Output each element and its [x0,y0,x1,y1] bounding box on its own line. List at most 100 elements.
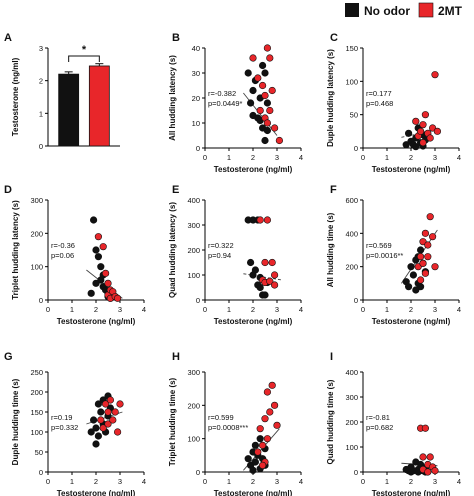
point-2mt [104,420,112,428]
y-tick-label: 0 [196,468,200,477]
point-no-odor [247,99,255,107]
x-tick-label: 4 [299,305,303,314]
figure-legend: No odor 2MT [345,2,463,18]
x-tick-label: 4 [457,477,461,486]
x-axis-label: Testosterone (ng/ml) [214,165,293,174]
x-tick-label: 4 [457,305,461,314]
y-axis-label: All hudding time (s) [326,212,335,287]
point-2mt [271,281,279,289]
point-2mt [421,424,430,432]
y-tick-label: 100 [30,263,43,272]
point-no-odor [249,86,257,95]
y-tick-label: 20 [192,94,200,103]
point-2mt [261,415,269,423]
y-tick-label: 300 [345,393,358,402]
y-tick-label: 0 [354,144,358,153]
y-tick-label: 0 [196,296,200,305]
y-axis-label: Testosterone (ng/ml) [11,57,20,136]
point-2mt [421,269,430,277]
stat-p: p=0.0008*** [208,423,248,432]
point-no-odor [407,263,415,271]
x-tick-label: 2 [251,305,255,314]
y-tick-label: 40 [192,44,200,53]
x-tick-label: 3 [433,477,437,486]
x-tick-label: 3 [433,305,437,314]
x-tick-label: 0 [203,477,207,486]
x-tick-label: 1 [70,305,74,314]
point-2mt [429,233,437,241]
y-tick-label: 2 [39,77,43,86]
point-2mt [426,134,434,142]
point-no-odor [263,126,272,135]
y-tick-label: 0 [354,296,358,305]
x-axis-label: Testosterone (ng/ml) [57,317,136,326]
stat-p: p=0.0016** [366,251,403,260]
stat-p: p=0.0449* [208,99,242,108]
y-tick-label: 400 [187,196,200,205]
point-2mt [412,117,420,125]
stat-r: r=-0.382 [208,89,236,98]
x-tick-label: 2 [94,477,98,486]
x-tick-label: 3 [433,153,437,162]
point-no-odor [247,258,255,267]
x-tick-label: 2 [409,477,413,486]
x-tick-label: 0 [361,477,365,486]
point-no-odor [87,428,95,436]
y-tick-label: 3 [39,44,43,53]
stat-r: r=0.322 [208,241,234,250]
y-axis-label: Triplet hudding time (s) [168,377,177,466]
y-tick-label: 200 [30,229,43,238]
point-2mt [421,111,430,119]
stat-p: p=0.468 [366,99,393,108]
point-no-odor [412,143,420,151]
x-tick-label: 4 [299,153,303,162]
panel-d: D 0 100 200 300 Triplet hudding latency (s) 0 1… [4,184,146,326]
x-tick-label: 2 [94,305,98,314]
point-no-odor [94,253,102,261]
x-tick-label: 0 [46,477,50,486]
point-2mt [417,253,425,261]
x-tick-label: 1 [385,305,389,314]
y-axis-label: Quad hudding time (s) [326,379,335,464]
bar-no-odor [58,73,80,147]
y-tick-label: 100 [187,435,200,444]
point-no-odor [92,246,100,254]
x-tick-label: 1 [227,153,231,162]
point-2mt [431,71,439,79]
x-tick-label: 0 [203,153,207,162]
point-2mt [259,81,267,90]
point-2mt [417,276,425,284]
y-tick-label: 100 [187,271,200,280]
point-no-odor [251,266,259,274]
point-no-odor [256,435,264,443]
x-tick-label: 3 [118,477,122,486]
point-2mt [417,127,425,135]
point-2mt [104,408,112,416]
y-axis-label: Triplet hudding latency (s) [11,200,20,300]
y-tick-label: 200 [345,418,358,427]
point-no-odor [89,216,98,224]
point-2mt [424,241,432,249]
point-2mt [419,259,427,267]
stat-p: p=0.332 [51,423,78,432]
point-2mt [113,294,122,302]
y-axis-label: Quad hudding latency (s) [168,202,177,298]
point-2mt [256,425,264,433]
point-2mt [111,408,119,416]
panel-letter: B [172,32,180,44]
point-no-odor [407,468,415,476]
point-2mt [419,453,427,461]
x-tick-label: 1 [385,153,389,162]
y-tick-label: 100 [345,77,358,86]
stat-p: p=0.94 [208,251,231,260]
point-2mt [94,233,102,241]
point-2mt [256,106,264,115]
point-no-odor [405,129,413,137]
point-no-odor [261,136,269,145]
point-2mt [106,396,114,404]
stat-r: r=0.19 [51,413,72,422]
panel-letter: I [330,351,333,363]
point-no-odor [405,283,413,291]
point-2mt [109,416,117,424]
